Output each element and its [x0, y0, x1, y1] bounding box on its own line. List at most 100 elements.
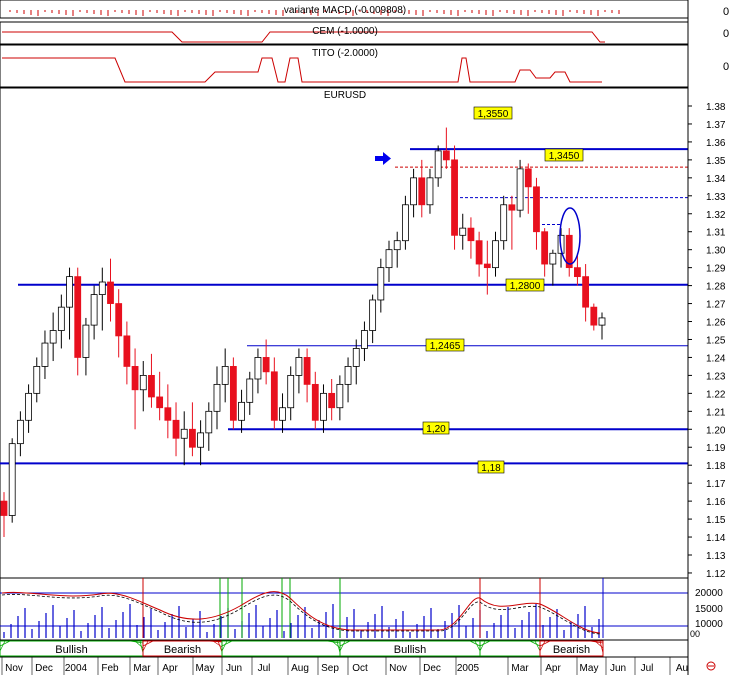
candle-bear [475, 240, 483, 265]
phase-hatch [339, 640, 351, 647]
candle-bear [565, 234, 573, 269]
candle-bear [131, 366, 139, 391]
candle-bear [582, 276, 590, 308]
phase-bullish: Bullish [0, 640, 144, 657]
phase-hatch [207, 640, 223, 643]
phase-hatch [0, 640, 6, 652]
macd-histogram [9, 10, 620, 16]
y-tick-label: 1.25 [706, 335, 726, 346]
osc-tick-15000: 15000 [695, 604, 723, 615]
y-tick-label: 1.13 [706, 551, 726, 562]
annotation-118: 1,18 [477, 460, 505, 474]
phase-hatch [339, 640, 346, 652]
candle-bull [410, 177, 417, 206]
x-tick-label: 2004 [65, 663, 88, 674]
phase-label: Bearish [164, 644, 201, 656]
phase-bullish [479, 640, 541, 657]
y-tick-label: 1.22 [706, 389, 726, 400]
candle-bear [172, 419, 180, 439]
candle-bear [574, 267, 581, 278]
oscillator-signal-line [1, 594, 601, 635]
macd-panel: variante MACD (-0.009808) 0 [0, 0, 729, 19]
candle-bear [270, 371, 278, 421]
cem-line [2, 31, 605, 43]
x-tick-label: Oct [352, 663, 368, 674]
phase-bullish: Bullish [339, 640, 481, 657]
x-tick-label: Jul [641, 663, 654, 674]
phase-hatch [529, 640, 541, 647]
svg-text:1,3550: 1,3550 [478, 109, 509, 120]
osc-tick-20000: 20000 [695, 588, 723, 599]
x-tick-label: Sep [321, 663, 339, 674]
phase-label: Bearish [553, 644, 590, 656]
phase-hatch [0, 640, 11, 647]
cem-value: 0 [723, 28, 729, 40]
phase-hatch [534, 640, 541, 652]
candle-bear [189, 428, 196, 448]
svg-text:1,18: 1,18 [481, 463, 501, 474]
candle-bear [148, 374, 155, 398]
phase-hatch [539, 640, 546, 652]
candle-bull [82, 324, 90, 358]
cem-panel: CEM (-1.0000) 0 [0, 21, 729, 45]
price-panel [0, 87, 689, 589]
candle-bull [500, 204, 508, 242]
candle-bull [320, 392, 327, 421]
phase-hatch [142, 640, 154, 647]
y-tick-label: 1.20 [706, 425, 726, 436]
candle-bull [352, 348, 360, 367]
phase-hatch [221, 640, 228, 652]
candle-bull [401, 204, 409, 242]
phase-hatch [479, 640, 491, 647]
candle-bull [90, 294, 98, 326]
candle-bear [74, 276, 82, 358]
candle-bear [311, 383, 319, 421]
phase-bar: Bullish Bearish Bullish Bearish [0, 640, 604, 657]
candle-bear [590, 306, 598, 326]
candle-bull [279, 407, 286, 421]
x-tick-label: Nov [389, 663, 407, 674]
tito-value: 0 [723, 61, 729, 73]
candle-bear [328, 392, 336, 409]
candle-bear [0, 500, 8, 516]
x-tick-label: May [196, 663, 215, 674]
y-tick-label: 1.23 [706, 371, 726, 382]
x-tick-label: Dec [35, 663, 53, 674]
y-tick-label: 1.17 [706, 479, 726, 490]
candle-bull [295, 357, 303, 376]
candle-bull [549, 252, 557, 265]
x-tick-label: Jul [258, 663, 271, 674]
candle-bull [254, 357, 262, 380]
candle-bull [426, 177, 434, 206]
y-tick-label: 1.28 [706, 282, 726, 293]
phase-bullish [221, 640, 341, 657]
candle-bull [221, 366, 229, 385]
phase-hatch [217, 640, 223, 653]
annotation-13450: 1,3450 [544, 148, 584, 162]
y-tick-label: 1.32 [706, 210, 726, 221]
candle-bull [205, 410, 213, 434]
arrow-right-icon [375, 152, 391, 165]
candle-bear [303, 357, 311, 385]
phase-hatch [539, 640, 551, 647]
y-tick-label: 1.12 [706, 569, 726, 580]
y-tick-label: 1.16 [706, 497, 726, 508]
candle-bull [98, 281, 106, 295]
annotation-12465: 1,2465 [425, 338, 465, 352]
annotation-13550: 1,3550 [473, 106, 513, 120]
settings-icon[interactable] [706, 661, 716, 671]
y-tick-label: 1.27 [706, 300, 726, 311]
candle-bull [25, 392, 32, 421]
x-tick-label: Jun [610, 663, 626, 674]
y-tick-label: 1.14 [706, 533, 726, 544]
candle-bull [598, 317, 606, 326]
candle-bull [8, 443, 16, 516]
phase-hatch [142, 640, 149, 652]
x-tick-label: Mar [133, 663, 151, 674]
candle-bull [66, 276, 73, 308]
x-tick-label: Nov [5, 663, 23, 674]
candle-bull [492, 240, 499, 269]
candle-bear [123, 335, 131, 367]
